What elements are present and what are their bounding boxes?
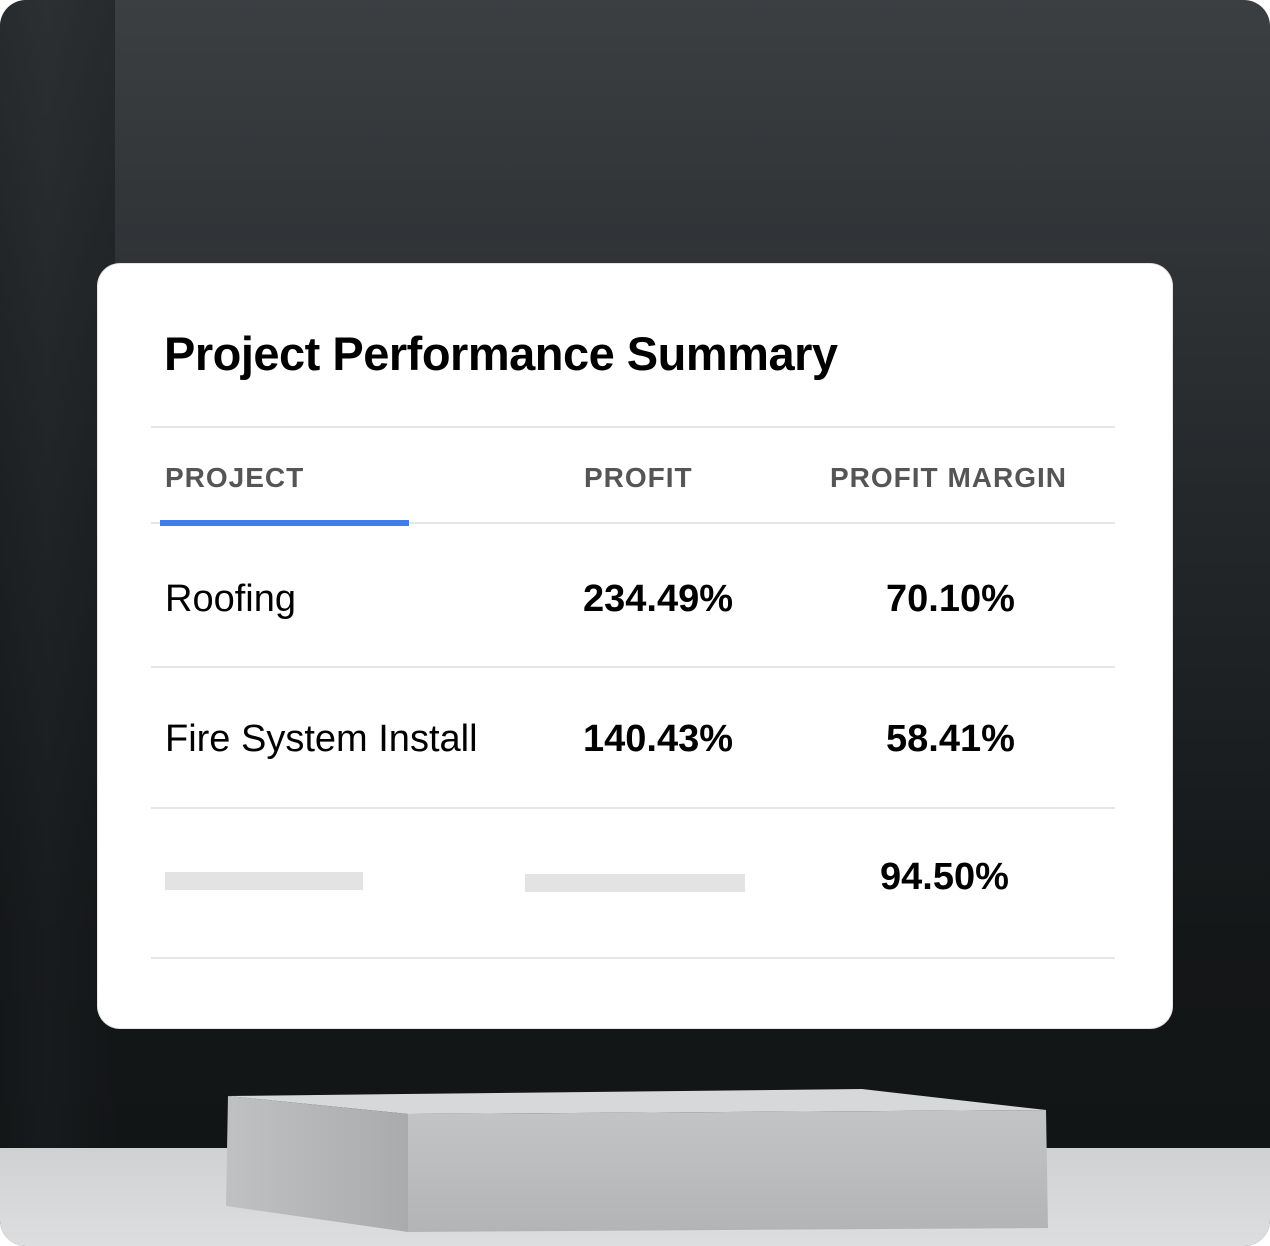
profit-value: 140.43% <box>583 718 734 760</box>
project-name-placeholder <box>165 872 363 890</box>
profit-margin-value: 94.50% <box>880 856 1009 898</box>
column-header-project[interactable]: PROJECT <box>165 462 305 493</box>
active-column-indicator <box>160 520 409 526</box>
column-header-profit[interactable]: PROFIT <box>584 462 693 493</box>
project-performance-card: Project Performance Summary PROJECT PROF… <box>98 264 1172 1028</box>
divider <box>151 426 1115 428</box>
row-divider <box>151 957 1115 959</box>
wall-shadow <box>0 0 115 1150</box>
profit-margin-value: 58.41% <box>886 718 1015 760</box>
profit-margin-value: 70.10% <box>886 578 1015 620</box>
profit-value: 234.49% <box>583 578 734 620</box>
header-divider <box>151 522 1115 524</box>
row-divider <box>151 807 1115 809</box>
row-divider <box>151 666 1115 668</box>
profit-placeholder <box>525 874 745 892</box>
project-name: Fire System Install <box>165 718 478 760</box>
project-name: Roofing <box>165 578 296 620</box>
column-header-profit-margin[interactable]: PROFIT MARGIN <box>830 462 1067 493</box>
card-title: Project Performance Summary <box>164 327 838 380</box>
